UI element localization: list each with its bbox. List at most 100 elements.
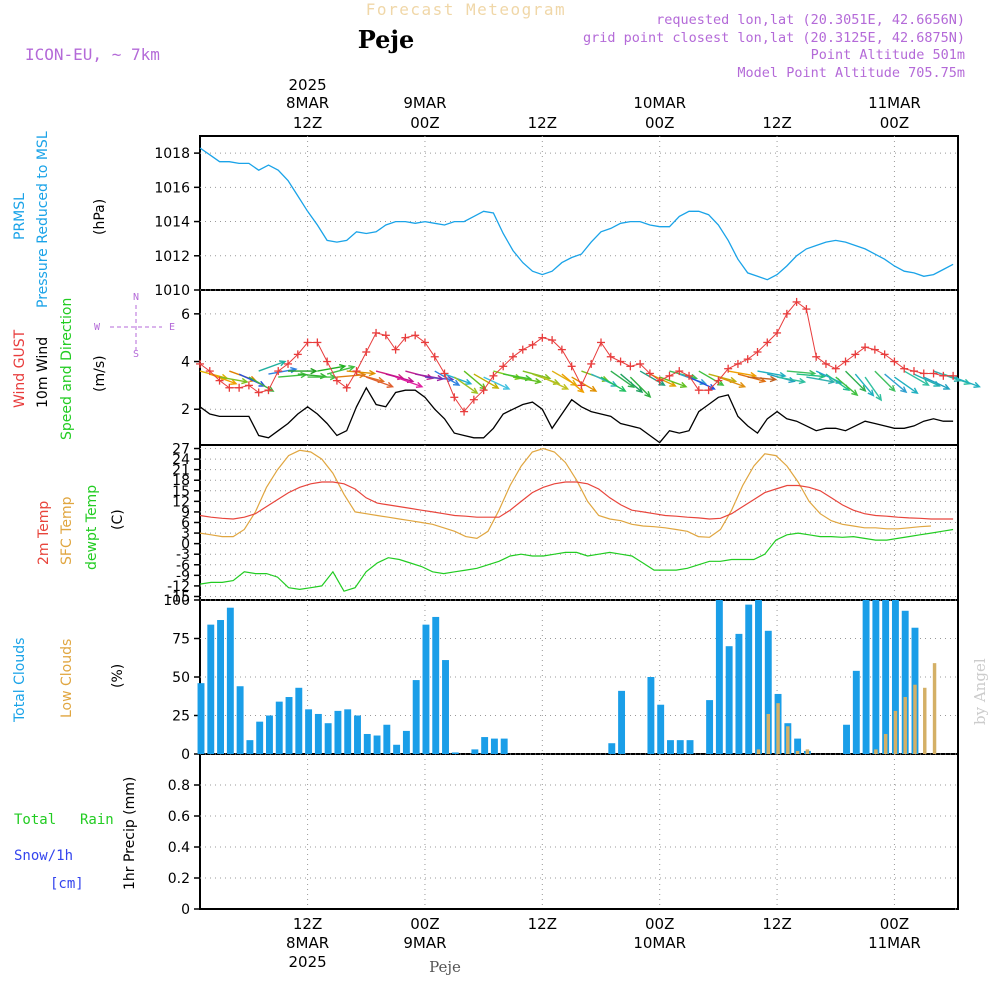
gust-marker [332, 376, 341, 385]
gust-marker [626, 362, 635, 371]
wind-arrow-shaft [268, 368, 297, 375]
wind-speed-line [199, 386, 954, 444]
wind-arrow-shaft [219, 376, 248, 383]
ytick-label-p2: -3 [176, 547, 190, 563]
wind-arrow [854, 373, 875, 397]
gust-marker [851, 350, 860, 359]
cloud-bar-total [344, 709, 352, 754]
gust-marker [616, 357, 625, 366]
wind-arrow-head [446, 375, 455, 383]
ytick-label-p2: 18 [172, 473, 190, 489]
bottom-time-label: 12Z [293, 915, 322, 933]
wind-arrow-shaft [512, 376, 541, 383]
bottom-time-label: 10MAR [633, 934, 686, 952]
ytick-label-p2: 6 [181, 516, 190, 532]
wind-arrow-shaft [629, 376, 651, 398]
wind-arrow [463, 370, 487, 391]
gust-marker [949, 371, 958, 380]
gust-marker [499, 362, 508, 371]
gust-marker [900, 364, 909, 373]
gust-marker [420, 338, 429, 347]
cloud-bar-total [843, 724, 850, 754]
wind-arrow-shaft [747, 376, 776, 381]
wind-arrow [903, 370, 930, 386]
gust-marker [469, 395, 478, 404]
wind-arrow-head [386, 381, 395, 388]
precip-rain-label: Rain [80, 812, 114, 828]
cloud-bar-total [275, 701, 283, 754]
cloud-bar-total [647, 677, 655, 754]
ytick-label-p3: 75 [172, 632, 190, 648]
wind-arrow-shaft [864, 376, 882, 401]
gust-marker [215, 376, 224, 385]
gust-marker [841, 357, 850, 366]
wind-arrow-head [922, 379, 930, 386]
cloud-bar-total [285, 697, 293, 754]
wind-arrow-shaft [395, 376, 423, 388]
cloud-bar-total [305, 709, 313, 754]
cloud-bar-total [324, 723, 332, 754]
top-time-label: 12Z [528, 114, 557, 132]
panel-frame-2 [199, 444, 959, 601]
cloud-bar-total [618, 690, 626, 754]
wind-arrow [629, 376, 652, 399]
low-clouds-label: Low Clouds [59, 639, 75, 718]
wind-arrow-head [348, 365, 356, 372]
cloud-bar-total [891, 600, 899, 754]
gust-marker [557, 345, 566, 354]
gust-marker [919, 369, 928, 378]
cloud-bar-total [373, 735, 381, 754]
wind-arrow-head [769, 375, 778, 383]
wind-arrow-shaft [825, 373, 850, 391]
wind-arrow-head [867, 389, 875, 397]
wind-arrow [542, 376, 570, 390]
ytick-label-p2: -9 [176, 568, 190, 584]
wind-arrow-head [875, 393, 883, 402]
ytick-label-p0: 1018 [154, 146, 190, 162]
wind-arrow [874, 370, 896, 393]
cloud-bar-total [217, 620, 225, 754]
top-time-label: 8MAR [286, 94, 329, 112]
gust-marker [313, 338, 322, 347]
bottom-time-label: 00Z [645, 915, 674, 933]
ytick-label-p2: 21 [172, 463, 190, 479]
cloud-bar-total [901, 610, 909, 754]
wind-arrow-shaft [786, 370, 815, 375]
cloud-bar-total [412, 680, 420, 754]
wind-arrow [258, 360, 287, 372]
wind-arrow-shaft [571, 376, 597, 392]
ytick-label-p2: -15 [167, 589, 190, 605]
bottom-time-label: 12Z [528, 915, 557, 933]
cloud-bar-total [608, 743, 616, 754]
wind-arrow-head [241, 377, 249, 385]
bottom-time-label: 00Z [410, 915, 439, 933]
bottom-time-label: 00Z [880, 915, 909, 933]
wind-arrow-head [452, 379, 461, 386]
gust-marker [929, 369, 938, 378]
ytick-label-p4: 0.2 [168, 871, 190, 887]
cloud-bar-total [451, 752, 459, 754]
wind-arrow [600, 376, 627, 392]
wind-arrow [219, 376, 249, 385]
wind-arrow-shaft [463, 370, 486, 390]
cloud-bar-total [882, 600, 890, 754]
gust-marker [939, 371, 948, 380]
top-time-label: 10MAR [633, 94, 686, 112]
ytick-label-p1: 4 [181, 355, 190, 371]
cloud-bar-total [667, 740, 674, 754]
bottom-time-label: 9MAR [403, 934, 446, 952]
wind-arrow-shaft [796, 373, 825, 378]
cloud-bar-total [745, 604, 753, 754]
cloud-bar-total [657, 704, 665, 754]
gust-marker [342, 383, 351, 392]
wind-arrow-shaft [776, 376, 805, 383]
cloud-bar-total [686, 740, 694, 754]
clouds-units: (%) [110, 664, 126, 688]
wind-arrow [776, 376, 807, 385]
cloud-bar-total [725, 646, 733, 754]
wind-arrow-shaft [845, 370, 866, 392]
watermark: by Angel [971, 658, 989, 725]
wind-arrow-head [534, 377, 543, 385]
wind-arrow-shaft [620, 373, 643, 393]
cloud-bar-total [764, 630, 772, 754]
